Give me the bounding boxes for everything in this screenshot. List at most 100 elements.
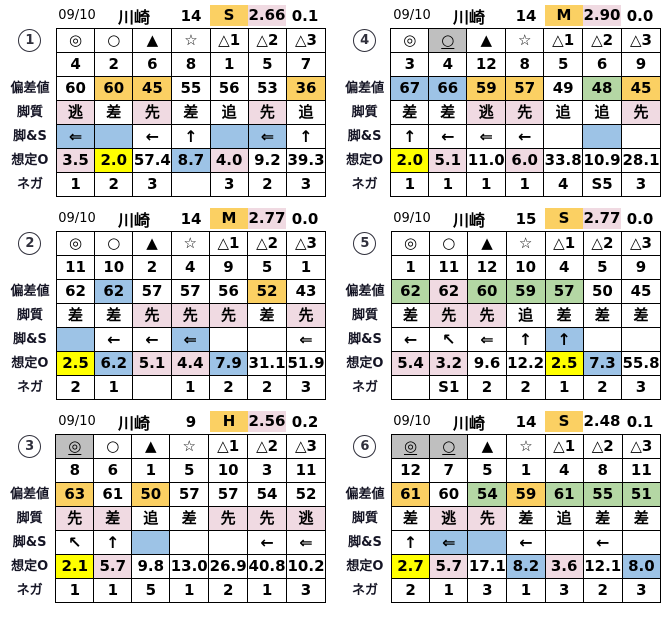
track-name: 川崎 [452, 7, 485, 27]
panel-1: 09/10 川崎 14 S 2.66 0.1 1 ◎ ○ ▲ ☆ △1 △2 △3 4 2 6 8 1 5 7 偏差値 60… [4, 3, 326, 197]
odds-diff: 0.2 [291, 412, 319, 431]
ashi_s-row: 脚&S ⇐ ← ↑ ⇐ ↑ [4, 124, 326, 149]
nega-cell: 3 [286, 172, 326, 197]
ashi_s-value: ⇐ [68, 126, 83, 146]
soutei_o-label: 想定O [4, 554, 56, 579]
kyakushitsu-value: 先 [633, 103, 649, 121]
soutei_o-value: 51.9 [287, 354, 325, 372]
hensachi-cell: 55 [582, 482, 623, 507]
ashi_s-value: ← [145, 126, 160, 146]
symbols-value: ○ [442, 234, 456, 252]
soutei_o-value: 2.7 [397, 557, 424, 575]
race-number: 14 [180, 209, 202, 228]
odds-value: 2.56 [248, 411, 286, 432]
panel-3: 09/10 川崎 9 H 2.56 0.2 3 ◎ ○ ▲ ☆ △1 △2 △3 8 6 1 5 10 3 11 偏差値 6… [4, 409, 326, 603]
kyakushitsu-value: 差 [595, 509, 611, 527]
symbols-cell: ▲ [132, 28, 173, 53]
numbers-cell: 4 [544, 255, 584, 280]
panel-number-circle: 5 [353, 232, 377, 255]
gutter-spacer [4, 52, 57, 77]
nega-cell: 1 [429, 578, 469, 603]
numbers-cell: 11 [55, 255, 96, 280]
symbols-cell: △3 [621, 434, 662, 459]
numbers-cell: 9 [621, 52, 661, 77]
numbers-cell: 5 [247, 52, 288, 77]
ashi_s-cell: ↑ [390, 530, 431, 555]
hensachi-value: 53 [256, 79, 278, 97]
hensachi-value: 62 [400, 282, 421, 300]
track-name: 川崎 [117, 7, 150, 27]
soutei_o-cell: 5.7 [93, 554, 133, 579]
ashi_s-cell: ⇐ [467, 327, 507, 352]
kyakushitsu-value: 差 [105, 509, 121, 527]
symbols-cell: ○ [428, 28, 468, 53]
symbols-cell: ◎ [55, 434, 95, 459]
soutei_o-row: 想定O 2.1 5.7 9.8 13.0 26.9 40.8 10.2 [4, 554, 326, 579]
ashi_s-value: ← [260, 532, 274, 552]
kyakushitsu-label: 脚質 [4, 100, 57, 125]
kyakushitsu-cell: 差 [390, 100, 430, 125]
hensachi-value: 55 [592, 485, 614, 503]
symbols-cell: △3 [286, 231, 326, 256]
symbols-cell: ▲ [466, 28, 507, 53]
kyakushitsu-cell: 差 [247, 303, 288, 328]
symbols-value: △3 [295, 437, 317, 455]
numbers-value: 9 [635, 258, 647, 276]
nega-row: ネガ 1 2 3 3 2 3 [4, 172, 326, 197]
symbols-cell: ○ [429, 231, 469, 256]
nega-cell: 2 [390, 578, 431, 603]
track-name: 川崎 [117, 210, 150, 230]
soutei_o-cell: 8.0 [621, 554, 662, 579]
hensachi-value: 52 [256, 282, 278, 300]
panel-number: 5 [339, 231, 392, 256]
ashi_s-value: ↑ [106, 532, 120, 552]
kyakushitsu-cell: 逃 [286, 506, 326, 531]
soutei_o-value: 10.2 [287, 557, 325, 575]
nega-value: S1 [438, 378, 460, 396]
numbers-cell: 9 [208, 255, 249, 280]
symbols-cell: ○ [429, 434, 469, 459]
soutei_o-value: 4.4 [176, 354, 204, 372]
numbers-value: 12 [476, 258, 498, 276]
numbers-cell: 5 [467, 458, 508, 483]
symbols-cell: ○ [93, 434, 133, 459]
symbols-cell: ▲ [132, 231, 172, 256]
soutei_o-cell: 2.5 [55, 351, 96, 376]
hensachi-cell: 50 [582, 279, 623, 304]
nega-cell: 1 [544, 375, 584, 400]
symbols-row: 3 ◎ ○ ▲ ☆ △1 △2 △3 [4, 434, 326, 459]
odds-value: 2.66 [248, 5, 286, 26]
kyakushitsu-cell: 逃 [429, 506, 469, 531]
ashi_s-cell: ⇐ [466, 124, 507, 149]
symbols-cell: ◎ [55, 28, 96, 53]
symbols-value: ☆ [519, 437, 533, 455]
soutei_o-value: 3.2 [435, 354, 463, 372]
kyakushitsu-cell: 先 [55, 506, 95, 531]
numbers-cell: 10 [505, 255, 546, 280]
soutei_o-row: 想定O 2.5 6.2 5.1 4.4 7.9 31.1 51.9 [4, 351, 326, 376]
numbers-value: 8 [597, 461, 608, 479]
symbols-cell: ▲ [131, 434, 171, 459]
kyakushitsu-value: 追 [555, 103, 571, 121]
kyakushitsu-value: 先 [182, 306, 198, 324]
soutei_o-cell: 10.2 [286, 554, 326, 579]
symbols-cell: ☆ [506, 434, 546, 459]
hensachi-row: 偏差値 60 60 45 55 56 53 36 [4, 76, 326, 101]
ashi_s-value: ⇐ [183, 329, 197, 349]
track-name: 川崎 [452, 413, 485, 433]
ashi_s-cell [208, 530, 249, 555]
numbers-value: 8 [185, 55, 197, 73]
kyakushitsu-value: 先 [259, 509, 275, 527]
soutei_o-cell: 9.8 [131, 554, 171, 579]
kyakushitsu-cell: 差 [171, 100, 211, 125]
symbols-row: 6 ◎ ○ ▲ ☆ △1 △2 △3 [339, 434, 662, 459]
ashi_s-value: ↑ [299, 126, 313, 146]
numbers-value: 5 [261, 258, 273, 276]
hensachi-cell: 54 [467, 482, 508, 507]
symbols-value: ▲ [146, 31, 159, 49]
soutei_o-cell: 51.9 [286, 351, 326, 376]
numbers-cell: 4 [170, 255, 210, 280]
kyakushitsu-value: 差 [633, 509, 649, 527]
hensachi-value: 60 [476, 282, 498, 300]
nega-cell: 1 [169, 578, 210, 603]
